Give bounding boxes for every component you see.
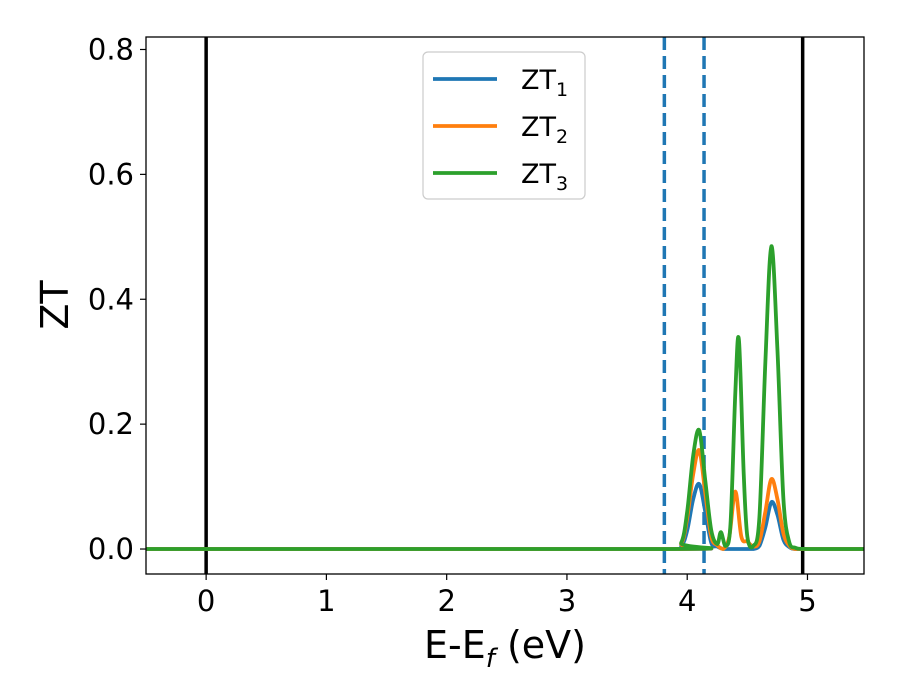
legend-label-zt1: ZT1: [521, 65, 568, 101]
y-tick-label: 0.4: [88, 282, 134, 316]
series-layer: [146, 244, 864, 551]
x-tick-label: 3: [558, 584, 576, 618]
x-tick-label: 4: [678, 584, 696, 618]
y-tick-label: 0.8: [88, 32, 134, 66]
legend-label-zt3: ZT3: [521, 159, 568, 195]
y-tick-label: 0.0: [88, 532, 134, 566]
y-axis-label: ZT: [33, 280, 77, 330]
legend-box: [422, 51, 586, 200]
x-tick-label: 1: [317, 584, 335, 618]
plot-frame: [145, 36, 865, 575]
x-tick-label: 0: [197, 584, 215, 618]
x-tick-label: 5: [798, 584, 816, 618]
x-tick-label: 2: [437, 584, 455, 618]
x-axis: 0 1 2 3 4 5: [197, 574, 817, 618]
y-tick-label: 0.6: [88, 157, 134, 191]
legend: ZT1 ZT2 ZT3: [422, 51, 586, 200]
y-axis: 0.0 0.2 0.4 0.6 0.8: [88, 32, 146, 566]
legend-label-zt2: ZT2: [521, 112, 568, 148]
y-tick-label: 0.2: [88, 407, 134, 441]
x-axis-label: E-Ef (eV): [424, 623, 586, 674]
series-line-zt3: [146, 244, 864, 551]
